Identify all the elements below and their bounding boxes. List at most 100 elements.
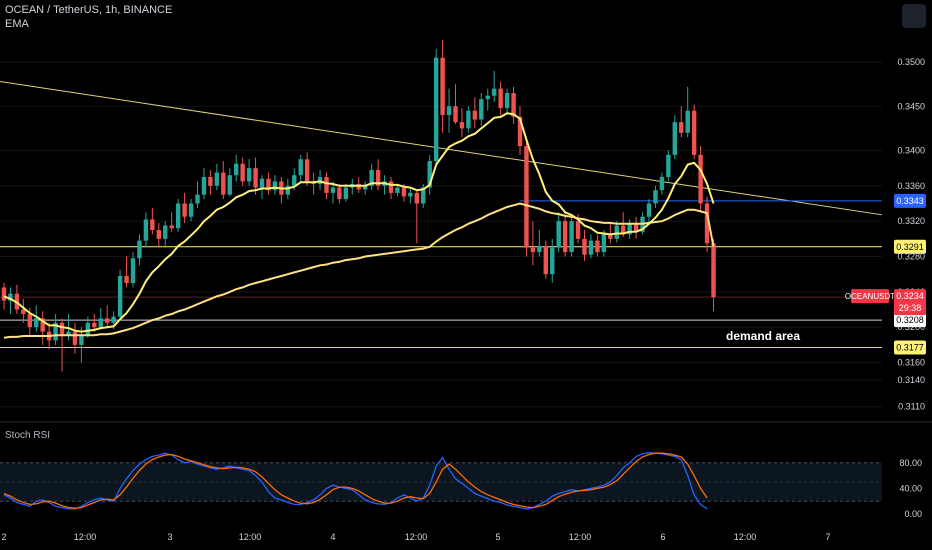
badge-0-3177-bg [894,340,926,355]
price-tick-2: 0.3400 [897,145,925,155]
candle-body-16 [105,318,110,323]
candle-body-20 [130,258,136,284]
time-tick-1: 12:00 [74,532,97,542]
candle-body-89 [575,221,581,239]
candle-body-31 [201,176,207,195]
price-tick-9: 0.3140 [897,375,925,385]
stoch-tick-1: 40.00 [899,483,922,493]
candle-body-1 [8,293,13,301]
candle-body-6 [40,318,45,332]
time-tick-0: 2 [1,532,6,542]
candle-body-40 [259,178,265,188]
chart-settings-button[interactable] [902,4,926,28]
candle-body-90 [582,238,587,255]
candle-body-64 [414,192,419,204]
candle-body-71 [459,122,465,129]
candle-body-105 [679,122,684,133]
last-price-symbol: OCEANUSDT [845,292,895,301]
candle-body-85 [550,247,555,275]
candle-body-81 [524,146,529,248]
candle-body-41 [266,178,271,191]
time-tick-9: 12:00 [734,532,757,542]
badge-0-3343-bg [894,193,926,208]
candle-body-9 [59,322,65,337]
candle-body-18 [117,275,123,317]
candle-body-17 [111,316,116,323]
candle-body-104 [672,122,677,155]
candle-body-72 [466,110,471,129]
candle-body-13 [85,322,91,337]
price-tick-0: 0.3500 [897,57,925,67]
candle-body-0 [1,287,7,301]
badge-0-3208-label: 0.3208 [896,315,924,325]
candle-body-11 [72,331,78,345]
candle-body-70 [453,106,458,123]
last-price-symbol-bg [851,289,889,304]
candle-body-52 [337,187,342,200]
candle-body-106 [685,110,690,133]
candle-body-94 [608,234,613,239]
candle-body-77 [498,88,503,109]
candle-body-69 [446,106,452,116]
candle-body-80 [517,116,523,147]
candle-body-26 [169,225,174,229]
stoch-tick-2: 0.00 [904,509,922,519]
candle-body-34 [221,172,226,195]
candle-body-67 [433,57,439,162]
candle-body-14 [92,322,97,328]
candle-body-108 [698,154,703,204]
descending-trendline [0,81,883,216]
candle-body-33 [214,172,220,186]
candle-body-102 [659,176,665,191]
price-tick-3: 0.3360 [897,181,925,191]
candle-body-10 [66,331,71,337]
candle-body-76 [492,88,497,96]
time-tick-3: 12:00 [239,532,262,542]
candle-body-35 [227,175,232,195]
last-price-countdown: 29:38 [899,303,922,313]
last-price-value: 0.3234 [896,291,924,301]
candle-body-8 [53,322,58,341]
candle-body-73 [472,110,478,120]
candle-body-46 [298,159,303,176]
candle-body-107 [691,110,697,155]
price-tick-10: 0.3110 [898,402,925,412]
candle-body-88 [569,221,574,253]
price-axis: 0.35000.34500.34000.33600.33200.32800.32… [845,57,926,519]
candle-body-5 [34,318,39,328]
candle-body-86 [556,221,561,248]
candle-body-32 [208,176,213,186]
candle-body-110 [711,243,716,298]
ema-fast-line [3,112,715,333]
candle-body-68 [440,57,445,116]
candle-body-51 [330,187,336,193]
ema-lines [3,112,715,339]
candle-body-38 [246,168,252,182]
time-tick-4: 4 [330,532,335,542]
candle-body-39 [253,168,258,188]
time-tick-2: 3 [167,532,172,542]
candle-body-101 [653,190,658,204]
price-tick-1: 0.3450 [897,101,925,111]
candle-body-93 [601,234,607,253]
candle-body-82 [530,247,536,253]
badge-0-3208-bg [894,313,926,328]
candle-body-92 [595,240,600,253]
candle-body-3 [21,309,26,314]
candle-body-87 [562,221,568,253]
candle-body-74 [479,99,484,120]
candle-body-91 [588,240,594,255]
candle-body-57 [369,169,374,186]
candle-body-22 [143,219,149,241]
ema-slow-line [3,202,715,339]
candle-body-27 [175,203,181,229]
candle-body-44 [285,185,290,195]
candle-body-62 [401,187,407,197]
stoch-tick-0: 80.00 [899,458,922,468]
candle-body-29 [188,203,194,217]
candle-body-61 [395,187,400,193]
badge-0-3291-label: 0.3291 [896,242,924,252]
candle-body-21 [137,240,142,259]
candle-body-24 [156,230,161,239]
